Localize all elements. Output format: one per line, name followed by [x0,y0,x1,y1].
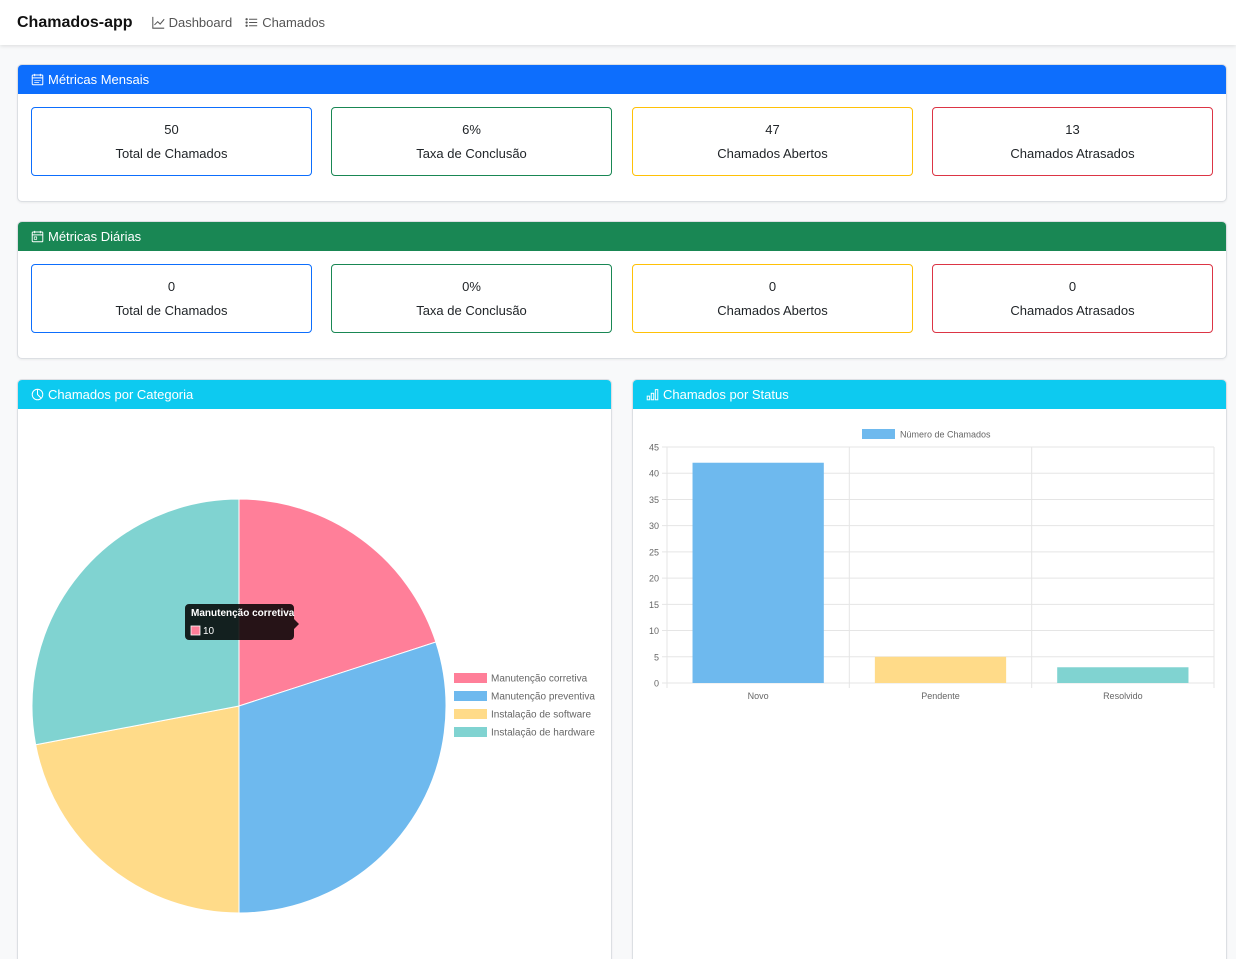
nav-chamados-label: Chamados [262,15,326,30]
pie-slice-manutencao-corretiva[interactable] [238,498,437,707]
monthly-total-box: 50 Total de Chamados [31,107,312,176]
bar-novo[interactable] [692,462,824,683]
metric-label: Taxa de Conclusão [416,303,527,318]
chart-tooltip: Manutenção corretiva 10 [185,604,299,640]
tooltip-value: 10 [203,626,215,637]
graph-up-icon [151,16,165,29]
navbar: Chamados-app Dashboard Chamados [0,0,1236,45]
metric-value: 6% [462,122,481,137]
monthly-late-box: 13 Chamados Atrasados [932,107,1213,176]
y-tick-label: 30 [649,521,659,531]
tooltip-swatch [190,625,201,636]
y-tick-label: 35 [649,495,659,505]
category-chart-header: Chamados por Categoria [18,380,611,409]
brand[interactable]: Chamados-app [17,13,133,31]
bar-resolvido[interactable] [1057,667,1189,683]
metric-value: 50 [164,122,179,137]
daily-metrics-title: Métricas Diárias [48,229,142,244]
metric-value: 0 [1068,279,1077,294]
monthly-metrics-header: Métricas Mensais [18,65,1226,94]
metric-label: Taxa de Conclusão [416,146,527,161]
nav-chamados[interactable]: Chamados [245,15,325,30]
daily-late-box: 0 Chamados Atrasados [932,264,1213,333]
status-chart-title: Chamados por Status [663,387,789,402]
tooltip-title: Manutenção corretiva [191,608,295,619]
y-tick-label: 5 [654,652,659,662]
y-tick-label: 40 [649,469,659,479]
pie-slice-instalacao-de-software[interactable] [35,705,240,914]
status-chart-card: Chamados por Status Número de Chamados 0 5… [632,379,1227,959]
metric-label: Chamados Atrasados [1010,146,1135,161]
calendar-month-icon [31,73,44,86]
status-bar-chart: Número de Chamados 0 5 10 15 20 25 30 35 40 45 Novo… [649,429,1215,701]
pie-slice-instalacao-de-hardware[interactable] [31,498,240,746]
y-tick-label: 10 [649,626,659,636]
legend-label-instalacao-de-hardware: Instalação de hardware [491,728,595,739]
legend-label-manutencao-preventiva: Manutenção preventiva [491,692,595,703]
y-tick-label: 25 [649,547,659,557]
daily-metrics-card: Métricas Diárias 0 Total de Chamados 0% … [17,221,1227,359]
list-icon [245,18,258,27]
monthly-metrics-title: Métricas Mensais [48,72,150,87]
nav-dashboard-label: Dashboard [168,15,233,30]
nav-dashboard[interactable]: Dashboard [151,15,233,30]
legend-label-manutencao-corretiva: Manutenção corretiva [491,674,588,685]
monthly-metrics-card: Métricas Mensais 50 Total de Chamados 6%… [17,64,1227,202]
metric-value: 0% [462,279,481,294]
metric-label: Total de Chamados [115,303,228,318]
pie-slice-manutencao-preventiva[interactable] [238,641,447,914]
calendar-day-icon [31,230,44,243]
y-tick-label: 45 [649,443,659,453]
pie-chart-icon [31,388,44,401]
legend-label-instalacao-de-software: Instalação de software [491,710,591,721]
metric-value: 0 [768,279,777,294]
status-chart-header: Chamados por Status [633,380,1226,409]
daily-total-box: 0 Total de Chamados [31,264,312,333]
category-chart-card: Chamados por Categoria Manutenção corret… [17,379,612,959]
metric-value: 0 [167,279,176,294]
daily-metrics-header: Métricas Diárias [18,222,1226,251]
metric-label: Total de Chamados [115,146,228,161]
x-tick-label: Pendente [921,691,960,701]
bar-pendente[interactable] [874,656,1007,683]
y-tick-label: 20 [649,574,659,584]
metric-value: 13 [1065,122,1080,137]
monthly-completion-box: 6% Taxa de Conclusão [331,107,612,176]
bar-chart-icon [646,389,659,401]
tooltip-box [185,604,299,640]
category-pie-chart: Manutenção corretiva Manutenção preventiv… [31,498,595,914]
legend-swatch-series [862,429,895,439]
x-tick-label: Novo [748,691,769,701]
metric-label: Chamados Abertos [717,303,828,318]
metric-value: 47 [765,122,780,137]
daily-completion-box: 0% Taxa de Conclusão [331,264,612,333]
legend-label-series: Número de Chamados [900,430,991,440]
category-chart-title: Chamados por Categoria [48,387,194,402]
metric-label: Chamados Abertos [717,146,828,161]
legend-swatch-instalacao-de-software [454,709,487,719]
legend-swatch-instalacao-de-hardware [454,727,487,737]
x-tick-label: Resolvido [1103,691,1143,701]
legend-swatch-manutencao-preventiva [454,691,487,701]
metric-label: Chamados Atrasados [1010,303,1135,318]
monthly-open-box: 47 Chamados Abertos [632,107,913,176]
legend-swatch-manutencao-corretiva [454,673,487,683]
y-tick-label: 0 [654,679,659,689]
y-tick-label: 15 [649,600,659,610]
daily-open-box: 0 Chamados Abertos [632,264,913,333]
